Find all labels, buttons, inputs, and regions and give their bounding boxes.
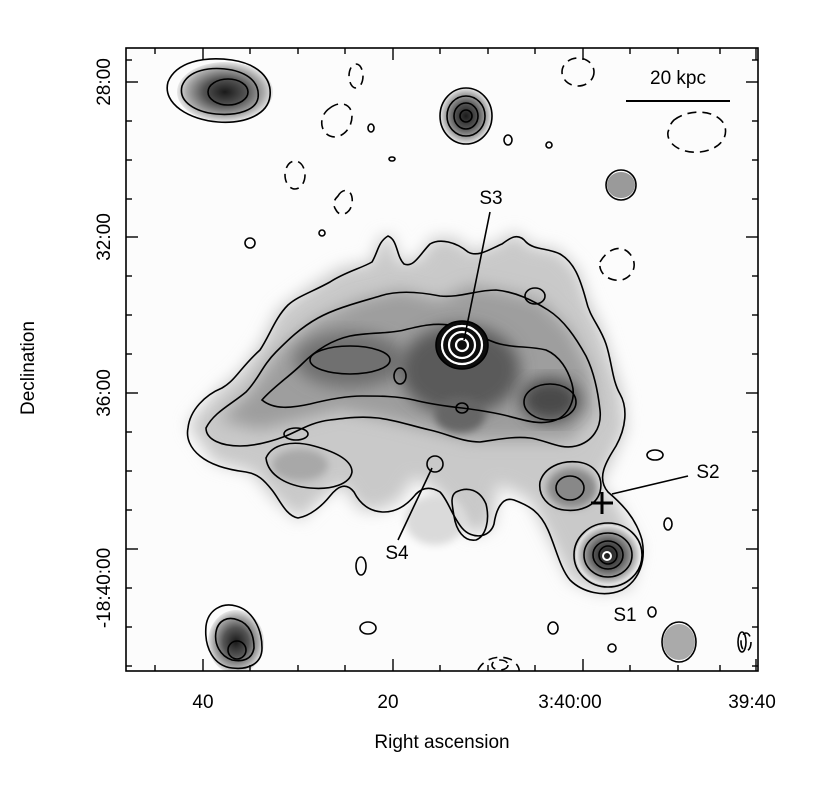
s4-pointer-line (397, 467, 433, 541)
source-label-s2: S2 (696, 462, 719, 483)
s2-cross-marker (591, 492, 613, 514)
y-tick-label-28-00: 28:00 (94, 58, 115, 106)
x-axis-title: Right ascension (374, 732, 509, 753)
scalebar-label: 20 kpc (650, 68, 706, 89)
x-tick-label-3-40-00: 3:40:00 (538, 692, 601, 713)
y-tick-label-18-40-00: -18:40:00 (94, 548, 115, 628)
y-tick-label-32-00: 32:00 (94, 213, 115, 261)
diffuse-emission-shading (188, 232, 640, 592)
source-blob-bottom-right (663, 624, 695, 660)
source-blob-top-right (607, 172, 635, 198)
x-tick-label-40: 40 (192, 692, 213, 713)
tick-marks (126, 48, 758, 671)
source-blob-s1 (576, 525, 640, 585)
source-label-s1: S1 (613, 605, 636, 626)
s1-core-ring (602, 551, 612, 561)
contours (166, 58, 747, 670)
y-tick-label-36-00: 36:00 (94, 369, 115, 417)
source-label-s3: S3 (479, 188, 502, 209)
source-label-s4: S4 (385, 543, 409, 564)
s3-core-rings (435, 320, 489, 370)
plot-frame (125, 47, 759, 672)
y-axis-title: Declination (18, 321, 39, 415)
s2-pointer-line (611, 475, 689, 495)
s3-pointer-line (463, 211, 491, 341)
x-tick-label-20: 20 (377, 692, 398, 713)
x-tick-label-39-40: 39:40 (728, 692, 776, 713)
